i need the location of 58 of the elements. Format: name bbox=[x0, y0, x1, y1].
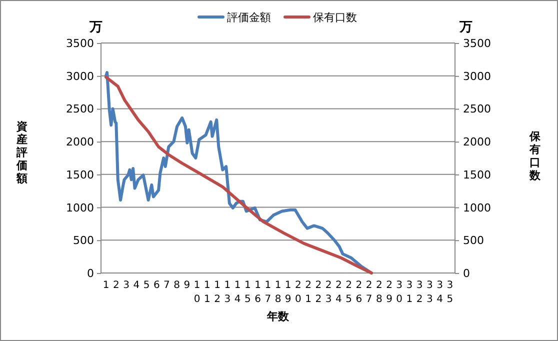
y2-tick-label: 2500 bbox=[463, 102, 491, 116]
x-tick-label: 1 9 bbox=[284, 280, 292, 305]
x-tick-label: 1 4 bbox=[234, 280, 241, 305]
text: 万 bbox=[88, 20, 102, 35]
x-tick-label: 3 5 bbox=[446, 280, 454, 305]
x-tick-label: 3 bbox=[123, 280, 130, 291]
x-tick-label: 1 7 bbox=[264, 280, 272, 305]
x-axis-title: 年数 bbox=[266, 310, 290, 323]
y-tick-label: 3500 bbox=[66, 37, 94, 50]
legend-label: 保有口数 bbox=[313, 11, 357, 24]
x-tick-label: 2 2 bbox=[315, 280, 322, 305]
y-tick-label: 3000 bbox=[66, 70, 94, 83]
x-tick-label: 9 bbox=[184, 280, 190, 291]
x-tick-label: 4 bbox=[133, 280, 140, 291]
x-tick-label: 3 3 bbox=[426, 280, 433, 305]
x-tick-label: 1 0 bbox=[194, 280, 200, 305]
y2-tick-label: 3500 bbox=[463, 37, 491, 50]
x-tick-label: 3 1 bbox=[406, 280, 413, 305]
legend-label: 評価金額 bbox=[227, 11, 271, 24]
x-tick-label: 8 bbox=[174, 280, 180, 291]
x-tick-label: 1 2 bbox=[214, 280, 220, 305]
x-tick-label: 2 7 bbox=[366, 280, 372, 305]
y2-tick-label: 1500 bbox=[463, 168, 491, 182]
x-tick-label: 1 3 bbox=[224, 280, 231, 305]
y2-axis-title: 保有口数 bbox=[528, 130, 542, 182]
y2-tick-label: 3000 bbox=[463, 70, 491, 83]
x-tick-label: 1 5 bbox=[244, 280, 251, 305]
x-tick-label: 2 8 bbox=[376, 280, 382, 305]
text: 万 bbox=[458, 20, 472, 35]
y2-tick-label: 2000 bbox=[463, 136, 491, 149]
x-tick-label: 3 0 bbox=[396, 280, 403, 305]
x-tick-label: 1 1 bbox=[204, 280, 210, 305]
x-tick-label: 3 2 bbox=[416, 280, 423, 305]
x-tick-label: 1 6 bbox=[254, 280, 261, 305]
x-tick-label: 6 bbox=[153, 280, 160, 291]
y-axis-title: 資産評価額 bbox=[16, 120, 28, 185]
y-tick-label: 0 bbox=[87, 267, 94, 280]
y-tick-label: 1000 bbox=[66, 201, 94, 214]
x-tick-label: 2 5 bbox=[346, 280, 352, 305]
y-tick-label: 2000 bbox=[66, 136, 94, 149]
y2-tick-label: 0 bbox=[463, 267, 470, 280]
x-tick-label: 2 6 bbox=[356, 280, 362, 305]
x-tick-label: 1 bbox=[102, 280, 110, 291]
x-tick-label: 7 bbox=[164, 280, 170, 291]
y-tick-label: 2500 bbox=[66, 102, 94, 116]
y-tick-label: 1500 bbox=[66, 168, 94, 182]
y2-tick-label: 500 bbox=[463, 234, 484, 248]
x-tick-label: 5 bbox=[143, 280, 150, 291]
x-tick-label: 1 8 bbox=[274, 280, 282, 305]
x-tick-label: 2 1 bbox=[305, 280, 312, 305]
x-tick-label: 2 bbox=[112, 280, 120, 291]
x-tick-label: 2 3 bbox=[325, 280, 332, 305]
y-tick-label: 500 bbox=[73, 234, 94, 248]
y2-tick-label: 1000 bbox=[463, 201, 491, 214]
x-tick-label: 2 0 bbox=[295, 280, 302, 305]
x-tick-label: 3 4 bbox=[436, 280, 444, 305]
x-tick-label: 2 9 bbox=[386, 280, 392, 305]
x-tick-label: 2 4 bbox=[336, 280, 342, 305]
